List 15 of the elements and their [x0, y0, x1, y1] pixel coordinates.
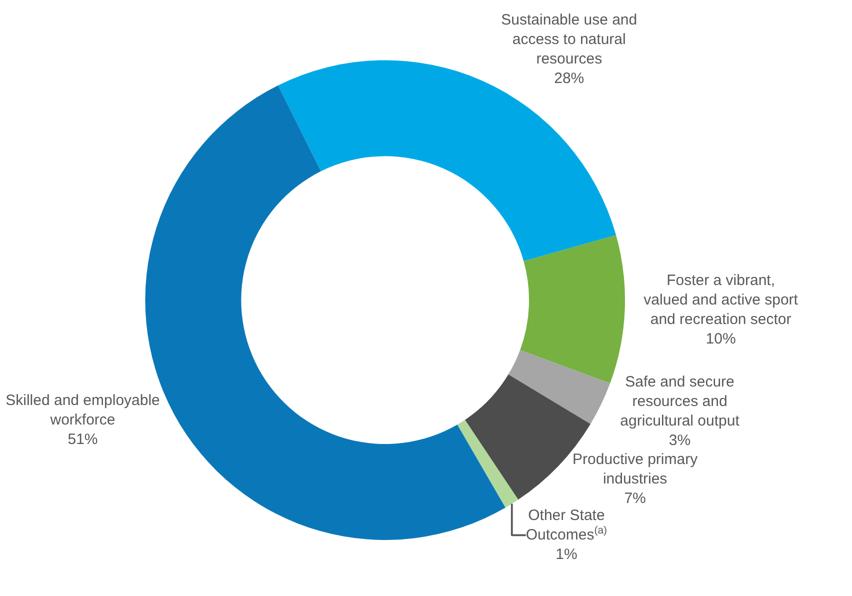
- data-label: 51%: [68, 431, 98, 448]
- data-label: 28%: [554, 70, 584, 87]
- data-label: 1%: [556, 546, 578, 564]
- slice-label: Productive primary industries: [572, 451, 698, 488]
- donut-slice: [457, 420, 518, 508]
- slice-label: Sustainable use and access to natural resources: [501, 11, 638, 68]
- donut-slice: [508, 350, 610, 424]
- slice-label: Foster a vibrant, valued and active sport and recreation sector: [644, 272, 799, 328]
- slice-label: Safe and secure resources and agricultural output: [620, 373, 740, 430]
- slice-label: Skilled and employable workforce: [6, 392, 160, 429]
- data-label: 7%: [624, 490, 646, 508]
- donut-slice: [520, 235, 625, 384]
- data-label: 3%: [668, 432, 691, 449]
- slice-label: Other State Outcomes$^{(a)}$: [526, 507, 608, 544]
- data-label: 10%: [706, 330, 736, 348]
